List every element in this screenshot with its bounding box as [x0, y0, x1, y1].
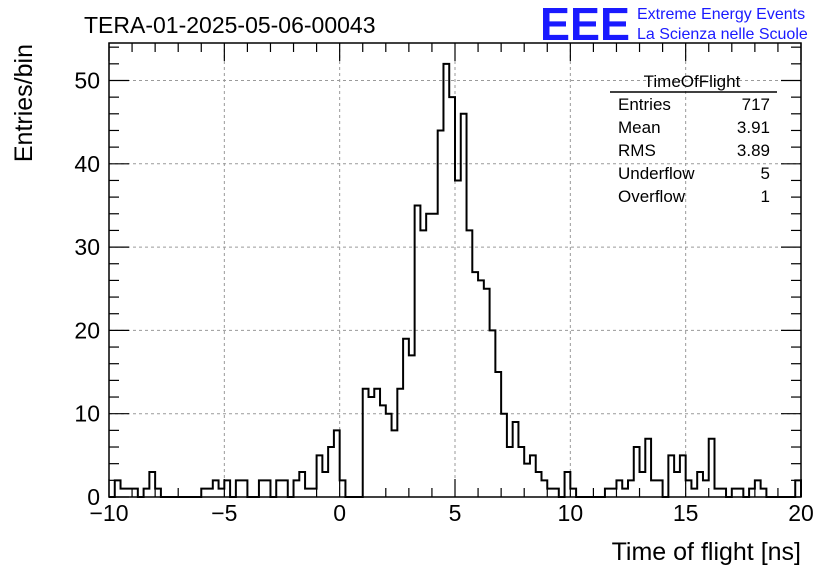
y-tick-label: 20 [74, 317, 100, 343]
y-tick-label: 30 [74, 234, 100, 260]
histogram-step-line [109, 62, 802, 498]
x-tick-labels: −10 −5 0 5 10 15 20 [89, 500, 813, 526]
x-tick-label: −10 [89, 500, 128, 526]
stats-label: Mean [618, 118, 661, 137]
axis-ticks [108, 43, 802, 498]
x-axis-label: Time of flight [ns] [612, 538, 801, 566]
stats-label: RMS [618, 141, 656, 160]
x-tick-label: 0 [333, 500, 346, 526]
y-tick-label: 10 [74, 401, 100, 427]
stats-title: TimeOfFlight [644, 72, 741, 91]
stats-value: 3.91 [737, 118, 770, 137]
stats-label: Underflow [618, 164, 695, 183]
logo-line-2: La Scienza nelle Scuole [637, 26, 808, 43]
y-tick-label: 0 [87, 484, 100, 510]
x-tick-label: 5 [449, 500, 462, 526]
stats-label: Entries [618, 95, 671, 114]
stats-value: 717 [742, 95, 770, 114]
x-tick-label: 20 [788, 500, 814, 526]
eee-logo-icon: EEE [540, 0, 630, 50]
x-tick-label: 10 [558, 500, 584, 526]
grid-lines [109, 43, 801, 497]
run-title: TERA-01-2025-05-06-00043 [84, 12, 376, 38]
stats-label: Overflow [618, 187, 686, 206]
y-tick-label: 40 [74, 151, 100, 177]
stats-box: TimeOfFlight Entries 717 Mean 3.91 RMS 3.89 Un… [610, 72, 777, 206]
stats-value: 1 [761, 187, 770, 206]
stats-value: 5 [761, 164, 770, 183]
x-tick-label: −5 [211, 500, 237, 526]
y-tick-labels: 0 10 20 30 40 50 [74, 67, 100, 510]
stats-rows: Entries 717 Mean 3.91 RMS 3.89 Underflow 5 Overf… [618, 95, 770, 206]
logo-line-1: Extreme Energy Events [637, 6, 805, 23]
stats-value: 3.89 [737, 141, 770, 160]
y-tick-label: 50 [74, 67, 100, 93]
y-axis-label: Entries/bin [10, 44, 38, 162]
x-tick-label: 15 [673, 500, 699, 526]
